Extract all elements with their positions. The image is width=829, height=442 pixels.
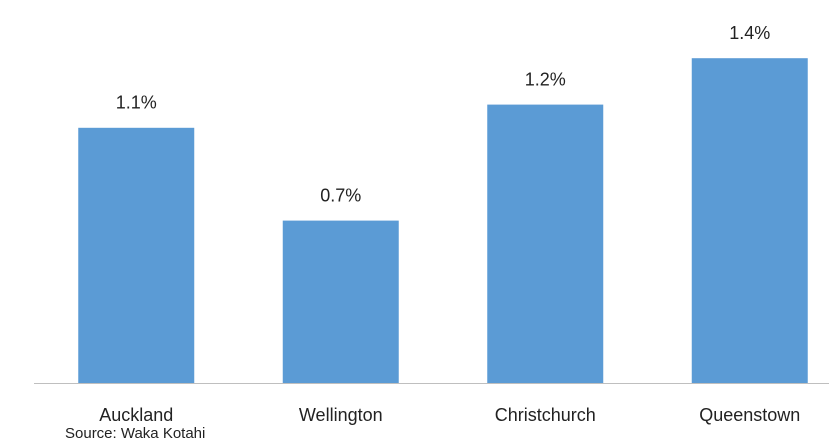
bar [282,220,399,383]
x-tick-label: Auckland [99,405,173,425]
value-label: 1.4% [729,23,770,43]
x-tick-label: Christchurch [495,405,596,425]
bar [487,104,604,383]
value-label: 1.2% [525,69,566,89]
bar [78,127,195,383]
value-label: 1.1% [116,93,157,113]
x-tick-label: Queenstown [699,405,800,425]
x-tick-label: Wellington [299,405,383,425]
bar [691,58,808,383]
value-label: 0.7% [320,185,361,205]
source-note: Source: Waka Kotahi [65,425,205,442]
